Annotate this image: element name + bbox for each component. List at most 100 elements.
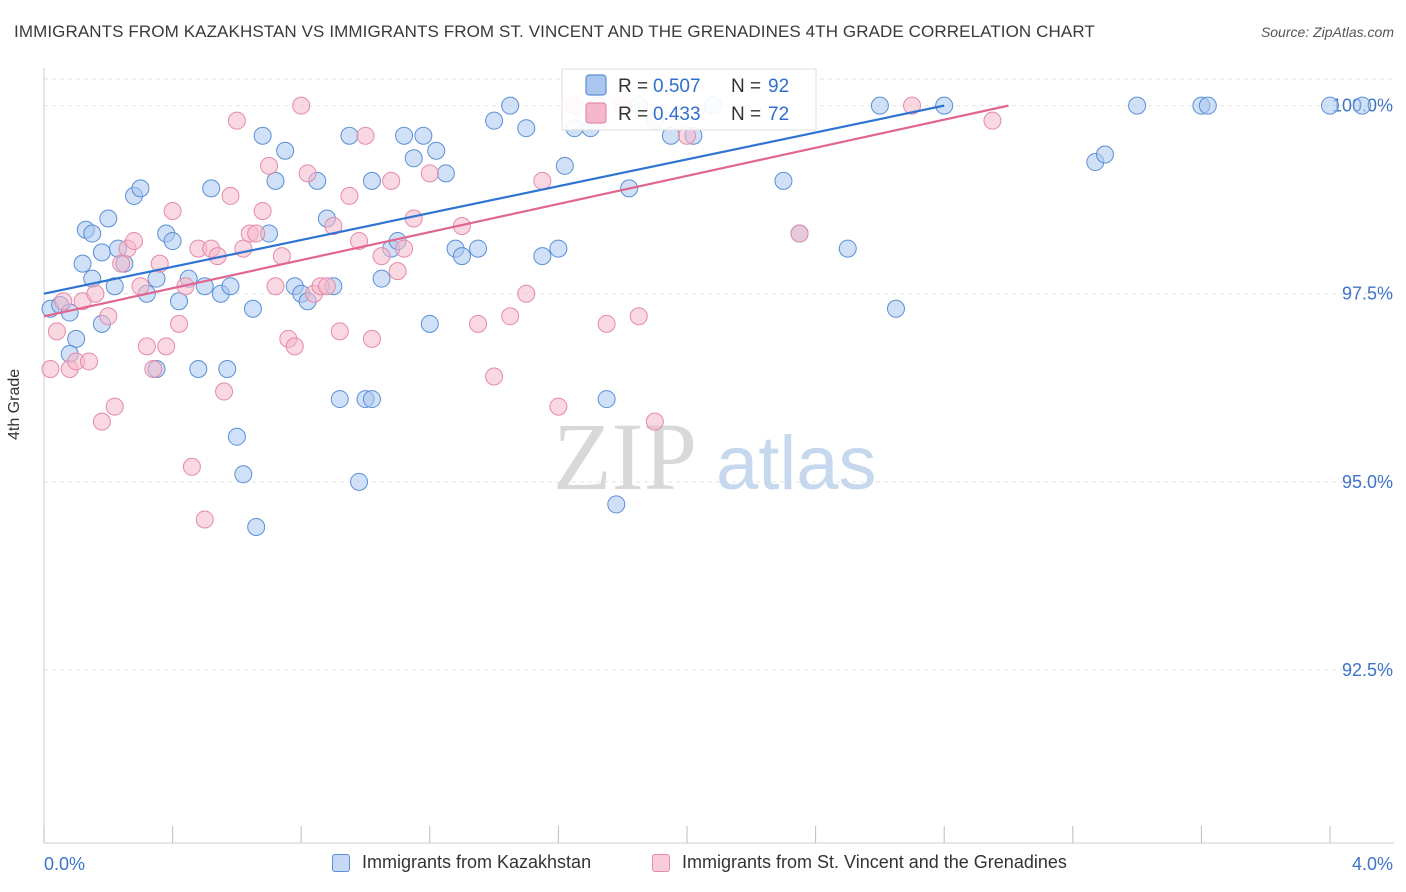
stvincent-point: [340, 186, 359, 205]
stvincent-point: [292, 96, 311, 115]
kazakhstan-point: [555, 156, 574, 175]
kazakhstan-point: [1198, 96, 1217, 115]
stvincent-point: [388, 262, 407, 281]
y-tick-label: 92.5%: [1342, 660, 1393, 680]
watermark-atlas: atlas: [716, 421, 877, 506]
kazakhstan-point: [501, 96, 520, 115]
kazakhstan-point: [227, 427, 246, 446]
legend-item-kazakhstan[interactable]: Immigrants from Kazakhstan: [332, 852, 591, 873]
kazakhstan-point: [83, 224, 102, 243]
stvincent-point: [533, 171, 552, 190]
stvincent-point: [324, 217, 343, 236]
stvincent-point: [356, 126, 375, 145]
stvincent-point: [112, 254, 131, 273]
kazakhstan-point: [202, 179, 221, 198]
stvincent-point: [163, 201, 182, 220]
kazakhstan-point: [838, 239, 857, 258]
stvincent-point: [195, 510, 214, 529]
stats-n-label-pink: N =: [731, 104, 766, 125]
x-tick-label-max: 4.0%: [1352, 854, 1393, 874]
stats-n-label-blue: N =: [731, 76, 766, 97]
stvincent-point: [501, 307, 520, 326]
kazakhstan-point: [414, 126, 433, 145]
kazakhstan-point: [67, 329, 86, 348]
stats-n-value-pink: 72: [768, 104, 789, 125]
legend-swatch-kazakhstan: [332, 853, 350, 872]
stats-legend: R = 0.507 N = 92 R = 0.433 N = 72: [561, 68, 817, 131]
kazakhstan-point: [218, 359, 237, 378]
kazakhstan-point: [774, 171, 793, 190]
axes: [43, 68, 1394, 844]
stvincent-point: [317, 277, 336, 296]
kazakhstan-point: [607, 495, 626, 514]
stats-r-value-blue: 0.507: [653, 76, 701, 97]
y-axis-label: 4th Grade: [6, 368, 23, 440]
svg-text:R = 0.433 N =: R = 0.433 N = 72: [618, 104, 789, 125]
kazakhstan-point: [147, 269, 166, 288]
kazakhstan-point: [131, 179, 150, 198]
kazakhstan-point: [170, 292, 189, 311]
kazakhstan-point: [163, 232, 182, 251]
stvincent-point: [420, 164, 439, 183]
stvincent-point: [253, 201, 272, 220]
stvincent-point: [382, 171, 401, 190]
kazakhstan-trend-line: [43, 104, 945, 295]
stats-r-label-blue: R =: [618, 76, 653, 97]
kazakhstan-point: [533, 247, 552, 266]
stvincent-point: [41, 359, 60, 378]
kazakhstan-point: [99, 209, 118, 228]
bottom-legend: Immigrants from Kazakhstan Immigrants fr…: [0, 852, 1406, 878]
stvincent-point: [137, 337, 156, 356]
kazakhstan-point: [221, 277, 240, 296]
stvincent-point: [597, 314, 616, 333]
stvincent-point: [157, 337, 176, 356]
watermark: ZIP atlas: [553, 403, 877, 510]
kazakhstan-point: [266, 171, 285, 190]
stats-n-value-blue: 92: [768, 76, 789, 97]
grid-lines: [44, 78, 1394, 671]
stvincent-point: [80, 352, 99, 371]
kazakhstan-point: [340, 126, 359, 145]
kazakhstan-point: [404, 149, 423, 168]
stvincent-point: [629, 307, 648, 326]
stvincent-point: [517, 284, 536, 303]
x-tick-labels: 0.0% 4.0%: [44, 854, 1393, 874]
kazakhstan-point: [1095, 145, 1114, 164]
stvincent-point: [903, 96, 922, 115]
stvincent-point: [92, 412, 111, 431]
stats-r-label-pink: R =: [618, 104, 653, 125]
stats-r-value-pink: 0.433: [653, 104, 701, 125]
kazakhstan-point: [372, 269, 391, 288]
kazakhstan-point: [247, 517, 266, 536]
stvincent-point: [350, 232, 369, 251]
kazakhstan-point: [427, 141, 446, 160]
stvincent-point: [47, 322, 66, 341]
kazakhstan-point: [886, 299, 905, 318]
y-tick-label: 97.5%: [1342, 284, 1393, 304]
legend-label-kazakhstan: Immigrants from Kazakhstan: [362, 852, 592, 872]
kazakhstan-point: [1321, 96, 1339, 115]
kazakhstan-point: [485, 111, 504, 130]
kazakhstan-point: [420, 314, 439, 333]
stvincent-point: [983, 111, 1002, 130]
legend-label-stvincent: Immigrants from St. Vincent and the Gren…: [682, 852, 1067, 872]
y-tick-label: 95.0%: [1342, 472, 1393, 492]
legend-item-stvincent[interactable]: Immigrants from St. Vincent and the Gren…: [652, 852, 1067, 873]
kazakhstan-point: [1128, 96, 1147, 115]
kazakhstan-point: [362, 171, 381, 190]
stvincent-point: [144, 359, 163, 378]
kazakhstan-point: [870, 96, 889, 115]
stvincent-point: [99, 307, 118, 326]
trend-lines: [43, 104, 1009, 318]
kazakhstan-point: [1353, 96, 1372, 115]
kazakhstan-point: [395, 126, 414, 145]
kazakhstan-point: [234, 465, 253, 484]
kazakhstan-point: [253, 126, 272, 145]
series-kazakhstan-points: [41, 96, 1372, 536]
kazakhstan-point: [189, 359, 208, 378]
stvincent-point: [790, 224, 809, 243]
source-credit: Source: ZipAtlas.com: [1260, 24, 1394, 40]
kazakhstan-point: [436, 164, 455, 183]
stvincent-point: [485, 367, 504, 386]
